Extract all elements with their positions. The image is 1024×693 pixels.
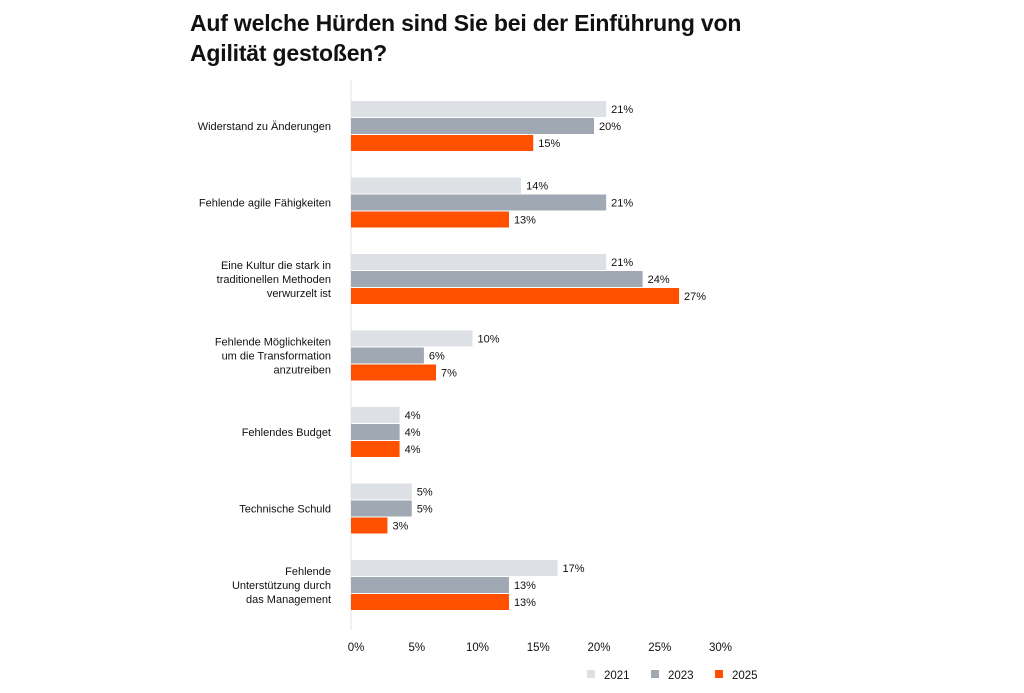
- bar-2023: [351, 347, 424, 364]
- legend-swatch-2023: [651, 670, 659, 678]
- legend-label: 2025: [732, 670, 758, 682]
- category-label: verwurzelt ist: [267, 288, 331, 300]
- category-label: Fehlende agile Fähigkeiten: [199, 198, 331, 210]
- x-tick-label: 25%: [648, 642, 671, 654]
- data-label: 21%: [611, 104, 633, 116]
- data-label: 7%: [441, 368, 457, 380]
- bar-2023: [351, 118, 594, 134]
- x-tick-label: 10%: [466, 642, 489, 654]
- data-label: 13%: [514, 215, 536, 227]
- bar-2025: [351, 135, 534, 151]
- category-label: das Management: [246, 594, 331, 606]
- bar-2025: [351, 517, 388, 534]
- bar-2025: [351, 441, 400, 457]
- legend-label: 2023: [668, 670, 694, 682]
- bar-2025: [351, 594, 509, 610]
- category-label: anzutreiben: [274, 365, 332, 377]
- category-label: Fehlende Möglichkeiten: [215, 337, 331, 349]
- x-tick-label: 15%: [527, 642, 550, 654]
- bar-2021: [351, 483, 412, 500]
- data-label: 14%: [526, 181, 548, 193]
- data-label: 6%: [429, 351, 445, 363]
- data-label: 27%: [684, 291, 706, 303]
- bar-2021: [351, 254, 607, 270]
- data-label: 4%: [405, 444, 421, 456]
- bar-2021: [351, 560, 558, 576]
- data-label: 13%: [514, 597, 536, 609]
- category-label: um die Transformation: [222, 351, 331, 363]
- data-label: 21%: [611, 198, 633, 210]
- bar-2021: [351, 177, 522, 194]
- category-label: Widerstand zu Änderungen: [198, 121, 331, 133]
- bar-2023: [351, 577, 509, 593]
- data-label: 5%: [417, 487, 433, 499]
- bar-2025: [351, 288, 680, 304]
- bar-2021: [351, 101, 607, 117]
- bar-2023: [351, 424, 400, 440]
- bar-2021: [351, 330, 473, 347]
- category-label: Technische Schuld: [239, 504, 331, 516]
- legend-swatch-2021: [587, 670, 595, 678]
- data-label: 17%: [563, 563, 585, 575]
- data-label: 4%: [405, 427, 421, 439]
- category-label: Unterstützung durch: [232, 580, 331, 592]
- data-label: 5%: [417, 504, 433, 516]
- data-label: 4%: [405, 410, 421, 422]
- x-tick-label: 0%: [348, 642, 365, 654]
- bar-2023: [351, 500, 412, 517]
- category-label: Fehlendes Budget: [242, 427, 331, 439]
- data-label: 24%: [648, 274, 670, 286]
- x-tick-label: 5%: [408, 642, 425, 654]
- bar-2023: [351, 271, 643, 287]
- data-label: 20%: [599, 121, 621, 133]
- data-label: 3%: [392, 521, 408, 533]
- legend-swatch-2025: [715, 670, 723, 678]
- category-label: traditionellen Methoden: [217, 274, 331, 286]
- chart-title: Auf welche Hürden sind Sie bei der Einfü…: [190, 10, 742, 66]
- data-label: 13%: [514, 580, 536, 592]
- x-tick-label: 20%: [587, 642, 610, 654]
- bar-2021: [351, 407, 400, 423]
- category-label: Fehlende: [285, 566, 331, 578]
- data-label: 21%: [611, 257, 633, 269]
- data-label: 15%: [538, 138, 560, 150]
- legend-label: 2021: [604, 670, 630, 682]
- data-label: 10%: [478, 334, 500, 346]
- bar-2023: [351, 194, 607, 211]
- x-tick-label: 30%: [709, 642, 732, 654]
- bar-2025: [351, 211, 509, 228]
- category-label: Eine Kultur die stark in: [221, 260, 331, 272]
- bar-2025: [351, 364, 437, 381]
